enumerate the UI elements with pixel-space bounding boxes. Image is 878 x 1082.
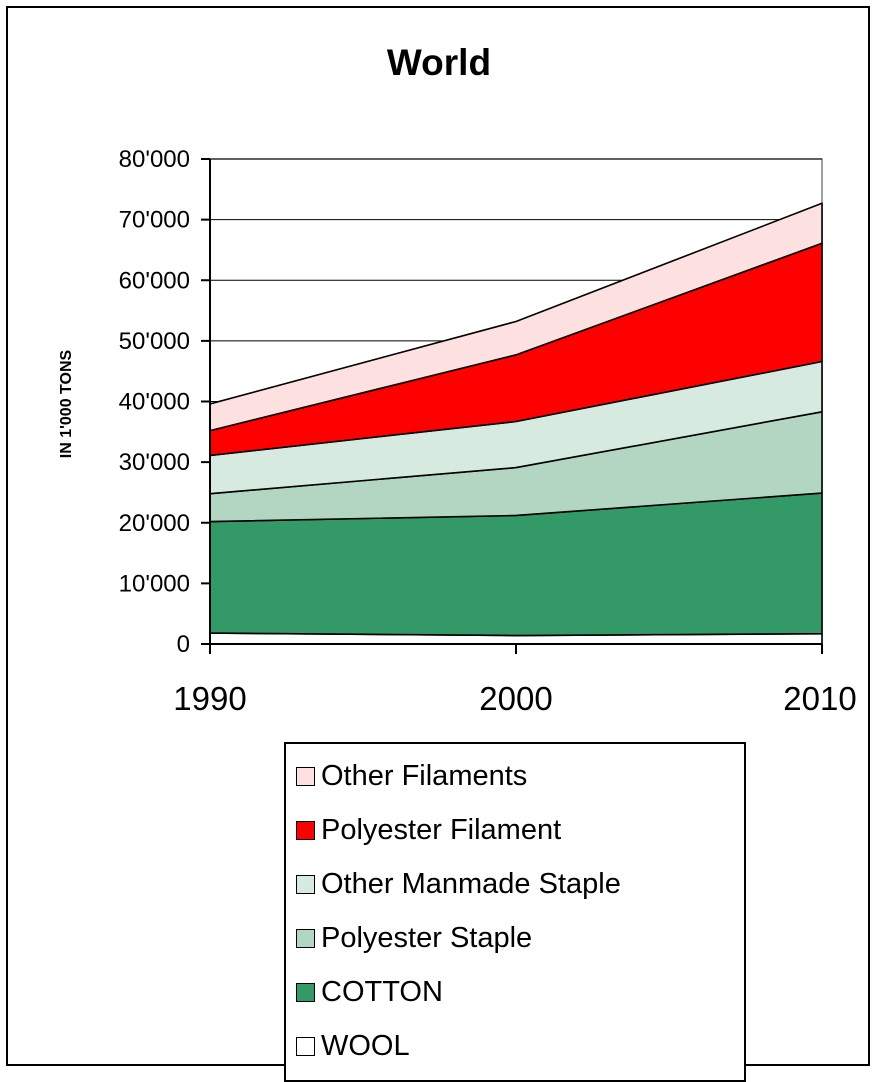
y-tick-label: 20'000: [119, 510, 190, 537]
legend-label-cotton: COTTON: [321, 975, 443, 1008]
legend-swatch-polyester-staple: [296, 928, 315, 948]
y-tick-label: 70'000: [119, 207, 190, 234]
y-tick-label: 40'000: [119, 389, 190, 416]
legend-label-polyester-filament: Polyester Filament: [321, 813, 562, 846]
y-tick-label: 30'000: [119, 449, 190, 476]
y-tick-label: 0: [177, 631, 190, 658]
chart-title: World: [386, 42, 492, 83]
x-tick-label: 2000: [479, 680, 552, 717]
y-tick-label: 60'000: [119, 267, 190, 294]
legend-label-polyester-staple: Polyester Staple: [321, 921, 533, 954]
x-tick-label: 1990: [173, 680, 246, 717]
legend-swatch-other-filaments: [296, 766, 315, 786]
legend-item-other-filaments: Other Filaments: [296, 756, 527, 796]
y-tick-label: 50'000: [119, 328, 190, 355]
legend-swatch-wool: [296, 1036, 315, 1056]
legend-item-other-manmade-staple: Other Manmade Staple: [296, 864, 621, 904]
legend-item-wool: WOOL: [296, 1026, 410, 1066]
y-tick-label: 80'000: [119, 146, 190, 173]
legend-item-polyester-filament: Polyester Filament: [296, 810, 561, 850]
legend-label-other-filaments: Other Filaments: [321, 759, 528, 792]
legend-item-polyester-staple: Polyester Staple: [296, 918, 532, 958]
legend-swatch-other-manmade-staple: [296, 874, 315, 894]
legend-swatch-polyester-filament: [296, 820, 315, 840]
legend-label-other-manmade-staple: Other Manmade Staple: [321, 867, 621, 900]
legend-swatch-cotton: [296, 982, 315, 1002]
x-tick-label: 2010: [783, 680, 856, 717]
legend-label-wool: WOOL: [321, 1029, 410, 1062]
y-tick-label: 10'000: [119, 570, 190, 597]
chart-plot: 0 10'000 20'000 30'000 40'000 50'000 60'000 70'…: [119, 146, 857, 717]
legend-item-cotton: COTTON: [296, 972, 443, 1012]
area-series: [209, 202, 823, 645]
axes: 0 10'000 20'000 30'000 40'000 50'000 60'000 70'…: [119, 146, 857, 717]
legend: Other Filaments Polyester Filament Other…: [284, 742, 746, 1082]
